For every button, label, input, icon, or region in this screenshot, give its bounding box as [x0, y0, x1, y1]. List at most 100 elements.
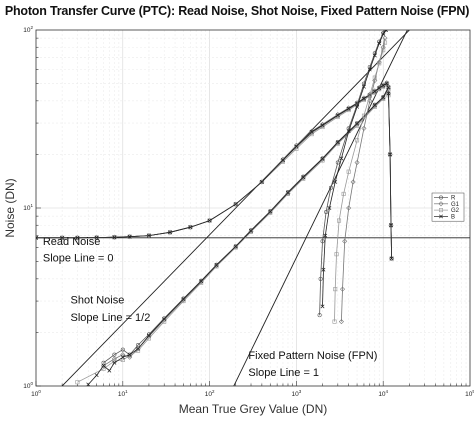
data-point — [327, 206, 332, 210]
data-point — [120, 352, 126, 358]
data-point — [389, 223, 393, 228]
y-tick-label: 100 — [23, 381, 33, 390]
annotation: Slope Line = 0 — [43, 253, 114, 265]
x-tick-exp: 5 — [472, 389, 474, 394]
data-point — [361, 125, 367, 131]
annotation: Fixed Pattern Noise (FPN) — [248, 350, 377, 362]
data-point — [350, 179, 356, 185]
data-point — [346, 129, 351, 134]
annotations: Read Noise Slope Line = 0 Shot Noise Slope … — [43, 236, 378, 379]
data-point — [233, 244, 238, 249]
x-tick-exp: 4 — [386, 389, 389, 394]
annotation: Slope Line = 1/2 — [71, 312, 151, 324]
data-point — [335, 113, 340, 118]
data-point — [354, 160, 360, 166]
data-point — [107, 368, 112, 373]
grid — [36, 30, 470, 386]
y-tick-base: 10 — [23, 383, 31, 390]
data-point — [86, 382, 91, 386]
data-point — [333, 180, 338, 184]
data-point — [355, 121, 360, 126]
series-line — [319, 30, 386, 316]
data-point — [168, 230, 172, 235]
series-g1-fpn — [338, 35, 388, 325]
legend-marker — [438, 195, 443, 200]
data-point — [381, 48, 386, 53]
reference-line-slope-1 — [233, 30, 408, 386]
data-point — [162, 319, 167, 324]
data-point — [361, 84, 366, 89]
y-tick-base: 10 — [23, 205, 31, 212]
data-point — [324, 209, 329, 214]
data-point — [341, 191, 346, 196]
data-point — [381, 83, 386, 88]
series-line — [334, 42, 386, 322]
data-point — [101, 363, 106, 368]
data-point — [372, 103, 377, 108]
x-tick-base: 10 — [118, 391, 126, 398]
legend-item-g1: G1 — [434, 201, 460, 208]
data-point — [335, 160, 340, 165]
x-tick-label: 100 — [31, 389, 41, 398]
data-point — [355, 138, 360, 143]
data-point — [386, 85, 391, 90]
data-point — [377, 61, 382, 66]
series-g2-fpn — [332, 40, 388, 324]
data-point — [259, 180, 264, 184]
data-point — [233, 202, 238, 207]
y-axis-label: Noise (DN) — [3, 178, 17, 237]
data-point — [268, 209, 273, 214]
data-point — [388, 152, 393, 157]
data-point — [372, 89, 377, 94]
data-point — [188, 225, 193, 230]
data-point — [355, 104, 360, 109]
data-point — [323, 233, 328, 238]
data-point — [361, 96, 366, 101]
x-tick-exp: 3 — [299, 389, 302, 394]
x-tick-base: 10 — [465, 391, 473, 398]
data-point — [214, 263, 219, 268]
data-point — [181, 297, 186, 301]
x-tick-label: 104 — [378, 389, 388, 398]
data-point — [335, 140, 340, 145]
data-point — [249, 229, 254, 234]
series-line — [341, 38, 386, 322]
legend-label: G1 — [451, 202, 460, 208]
data-point — [381, 95, 386, 100]
x-tick-base: 10 — [205, 391, 213, 398]
data-point — [367, 67, 372, 72]
data-point — [120, 357, 125, 362]
y-tick-base: 10 — [23, 27, 31, 34]
x-axis-label: Mean True Grey Value (DN) — [179, 402, 328, 416]
data-point — [377, 41, 382, 46]
data-point — [146, 233, 151, 238]
data-point — [259, 179, 264, 184]
data-point — [318, 276, 323, 281]
series-r-fpn — [317, 30, 388, 318]
data-point — [382, 35, 388, 41]
data-point — [120, 355, 125, 360]
data-point — [94, 373, 99, 378]
y-tick-exp: 1 — [30, 203, 33, 208]
series-line — [322, 30, 387, 307]
legend-item-r: R — [434, 196, 456, 202]
data-point — [377, 86, 382, 90]
data-point — [233, 202, 238, 207]
legend-marker — [438, 201, 444, 207]
series-b-fpn — [320, 30, 389, 309]
data-point — [333, 287, 338, 292]
data-point — [60, 235, 65, 240]
data-point — [342, 238, 348, 244]
data-point — [309, 129, 314, 134]
data-point — [127, 234, 132, 239]
data-point — [301, 175, 306, 180]
x-tick-base: 10 — [31, 391, 39, 398]
data-point — [346, 205, 352, 211]
data-point — [328, 185, 333, 190]
x-tick-label: 101 — [118, 389, 128, 398]
legend-label: R — [451, 196, 456, 202]
data-point — [372, 53, 377, 58]
y-tick-label: 102 — [23, 25, 33, 34]
legend-label: B — [451, 214, 455, 220]
